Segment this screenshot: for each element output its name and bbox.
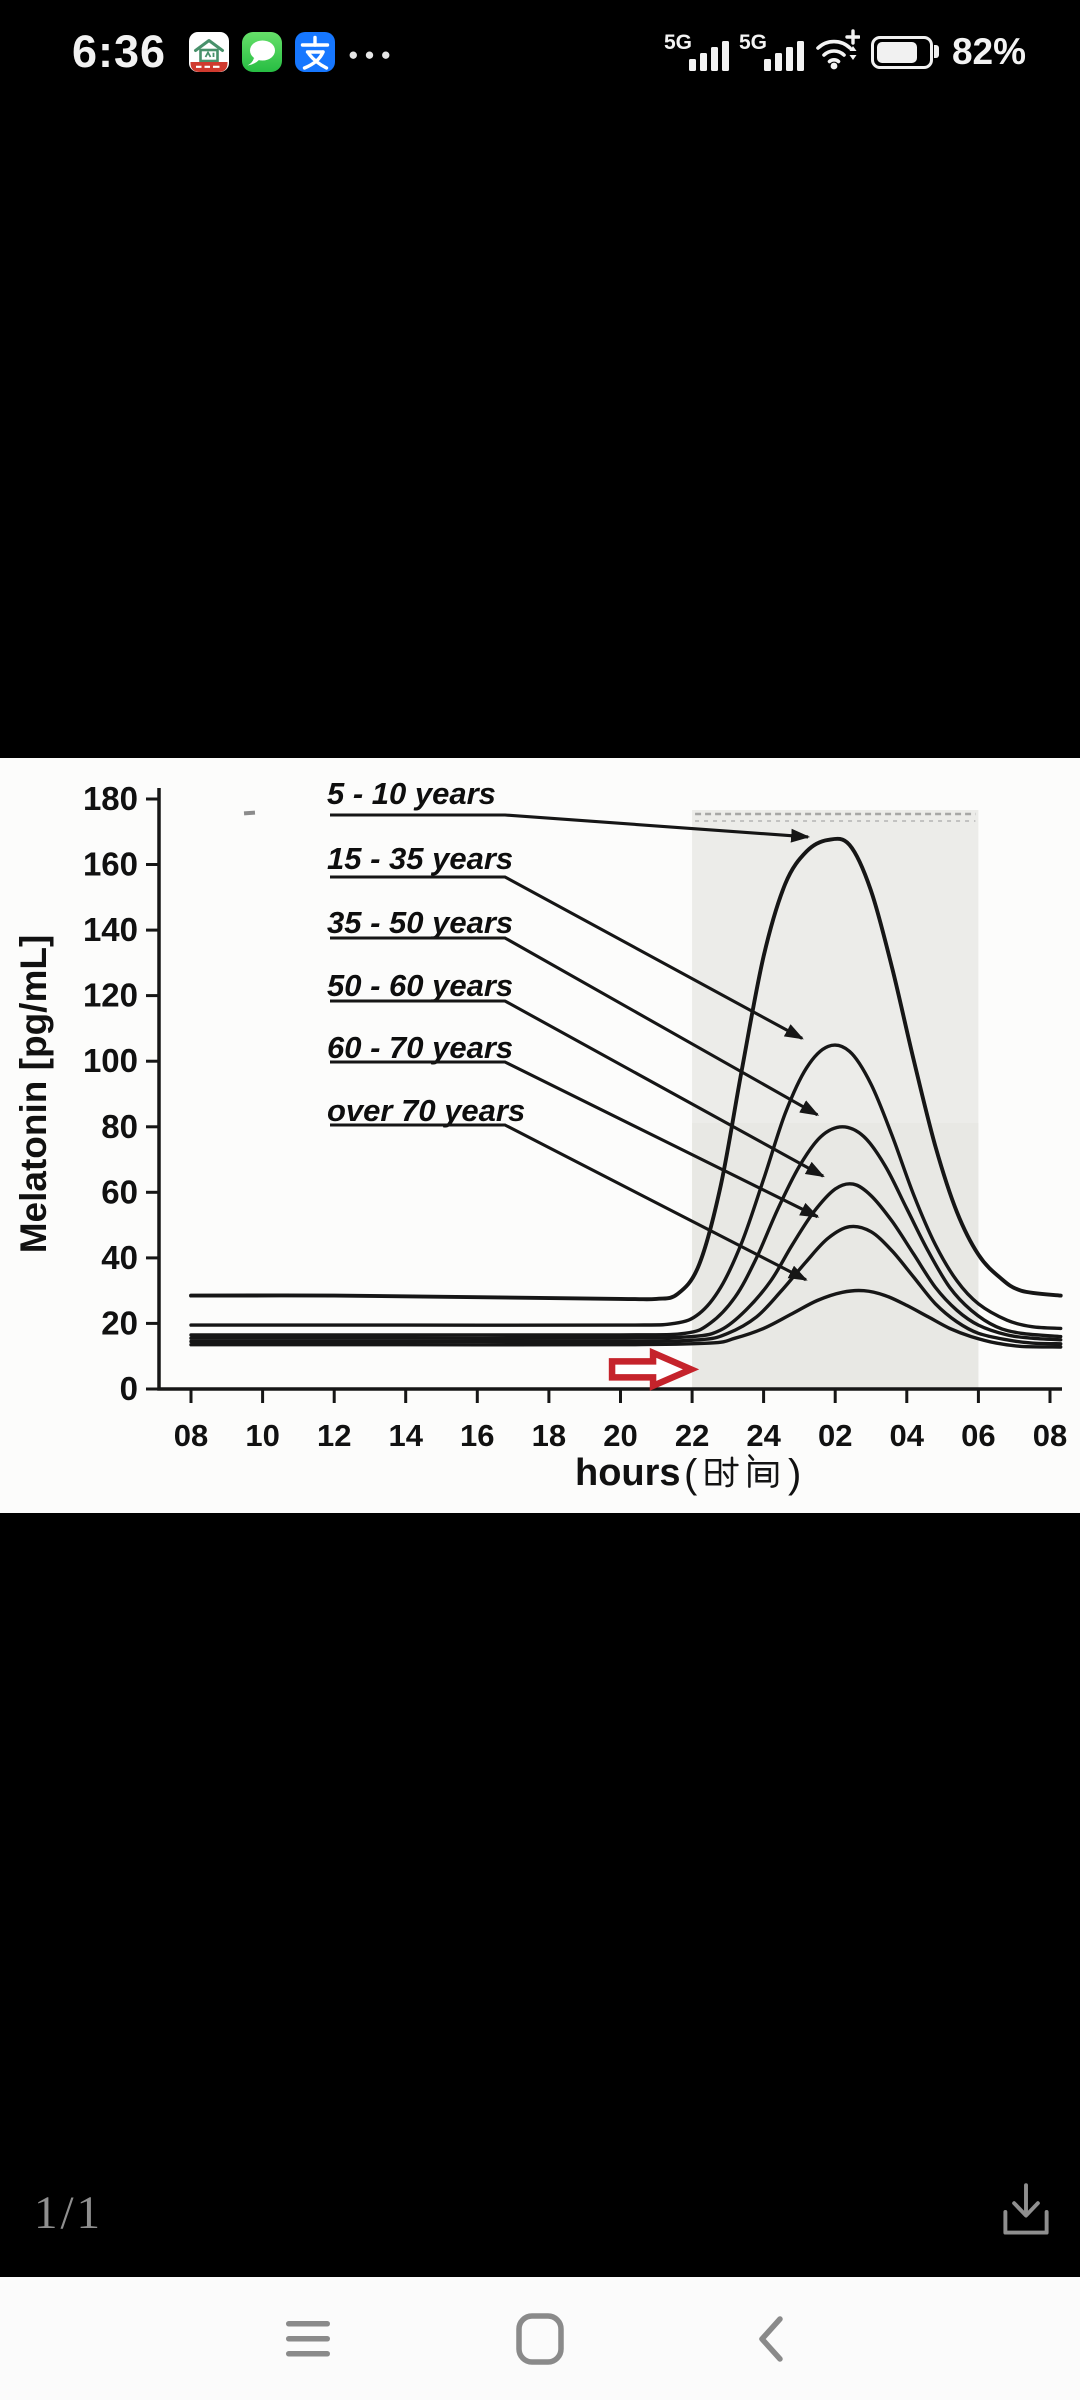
status-bar-left: 6:36 [72, 26, 397, 78]
scan-artifact-dash [243, 810, 256, 816]
battery-percent: 82% [951, 31, 1026, 72]
x-tick-label: 08 [1033, 1418, 1067, 1453]
cellular-signal-sim2-icon: 5G [739, 29, 804, 75]
y-tick-label: 0 [120, 1370, 138, 1407]
y-tick-label: 40 [101, 1239, 138, 1276]
page-indicator: 1/1 [34, 2187, 104, 2239]
status-time: 6:36 [72, 26, 167, 77]
x-tick-label: 16 [460, 1418, 494, 1453]
x-tick-label: 12 [317, 1418, 351, 1453]
legend-label-60-70-years: 60 - 70 years [327, 1030, 513, 1065]
battery-fill [876, 41, 918, 63]
x-axis-title: hours() [575, 1452, 801, 1496]
y-tick-label: 100 [83, 1042, 138, 1079]
system-nav-bar [0, 2277, 1080, 2400]
melatonin-chart-image[interactable]: 0 20 40 60 80 100 120 140 160 180 08 10 12 14 16 18 20 22… [0, 758, 1080, 1513]
legend-leader-35-50-years [330, 936, 820, 1117]
home-button[interactable] [513, 2312, 567, 2366]
cjk-char-shi [705, 1456, 739, 1488]
x-tick-label: 24 [746, 1418, 781, 1453]
x-tick-label: 08 [174, 1418, 208, 1453]
legend-label-35-50-years: 35 - 50 years [327, 905, 513, 940]
legend-label-15-35-years: 15 - 35 years [327, 841, 513, 876]
download-button[interactable] [988, 2176, 1064, 2252]
more-notifications-icon: ●●● [348, 45, 397, 64]
status-bar: 6:36 [0, 0, 1080, 94]
x-tick-label: 20 [603, 1418, 637, 1453]
cjk-char-jian [748, 1454, 779, 1488]
y-tick-label: 140 [83, 911, 138, 948]
wifi-icon [814, 28, 861, 76]
svg-text:): ) [788, 1452, 801, 1496]
melatonin-curve-5-10-years [189, 836, 1063, 1302]
melatonin-curve-15-35-years [189, 1043, 1063, 1331]
menu-recents-icon [286, 2320, 330, 2356]
y-tick-label: 120 [83, 977, 138, 1014]
status-bar-right: 5G 5G [664, 28, 1026, 76]
y-tick-label: 60 [101, 1173, 138, 1210]
y-axis-title: Melatonin [pg/mL] [13, 935, 54, 1254]
red-onset-arrow [608, 1347, 700, 1391]
legend-label-50-60-years: 50 - 60 years [327, 968, 513, 1003]
legend-leader-15-35-years [330, 875, 804, 1040]
melatonin-curve-50-60-years [189, 1182, 1063, 1342]
back-chevron-icon [759, 2315, 783, 2362]
y-tick-label: 160 [83, 846, 138, 883]
legend-leader-50-60-years [330, 999, 825, 1178]
smart-home-app-icon [189, 32, 230, 72]
melatonin-curve-over-70-years [189, 1288, 1063, 1349]
melatonin-curve-60-70-years [189, 1224, 1063, 1346]
svg-text:(: ( [684, 1452, 698, 1496]
messages-app-icon [242, 32, 283, 72]
download-icon [1003, 2183, 1049, 2235]
battery-icon [870, 35, 939, 69]
x-tick-label: 02 [818, 1418, 852, 1453]
cellular-signal-sim1-icon: 5G [664, 29, 729, 75]
y-tick-label: 180 [83, 780, 138, 817]
recents-menu-button[interactable] [281, 2312, 335, 2366]
legend-leader-60-70-years [330, 1060, 820, 1219]
svg-text:hours: hours [575, 1452, 681, 1494]
x-tick-label: 14 [388, 1418, 423, 1453]
home-pill-icon [516, 2312, 564, 2365]
x-tick-label: 04 [890, 1418, 925, 1453]
x-tick-label: 18 [532, 1418, 566, 1453]
legend-leader-over-70-years [330, 1123, 808, 1282]
legend-label-over-70-years: over 70 years [327, 1093, 525, 1128]
y-tick-label: 20 [101, 1304, 138, 1341]
x-tick-label: 10 [245, 1418, 279, 1453]
melatonin-curve-35-50-years [189, 1125, 1063, 1339]
y-tick-label: 80 [101, 1108, 138, 1145]
alipay-app-icon [295, 32, 336, 72]
x-tick-label: 22 [675, 1418, 709, 1453]
legend-label-5-10-years: 5 - 10 years [327, 776, 496, 811]
legend-leader-5-10-years [330, 813, 811, 843]
back-button[interactable] [745, 2312, 799, 2366]
x-tick-label: 06 [961, 1418, 995, 1453]
